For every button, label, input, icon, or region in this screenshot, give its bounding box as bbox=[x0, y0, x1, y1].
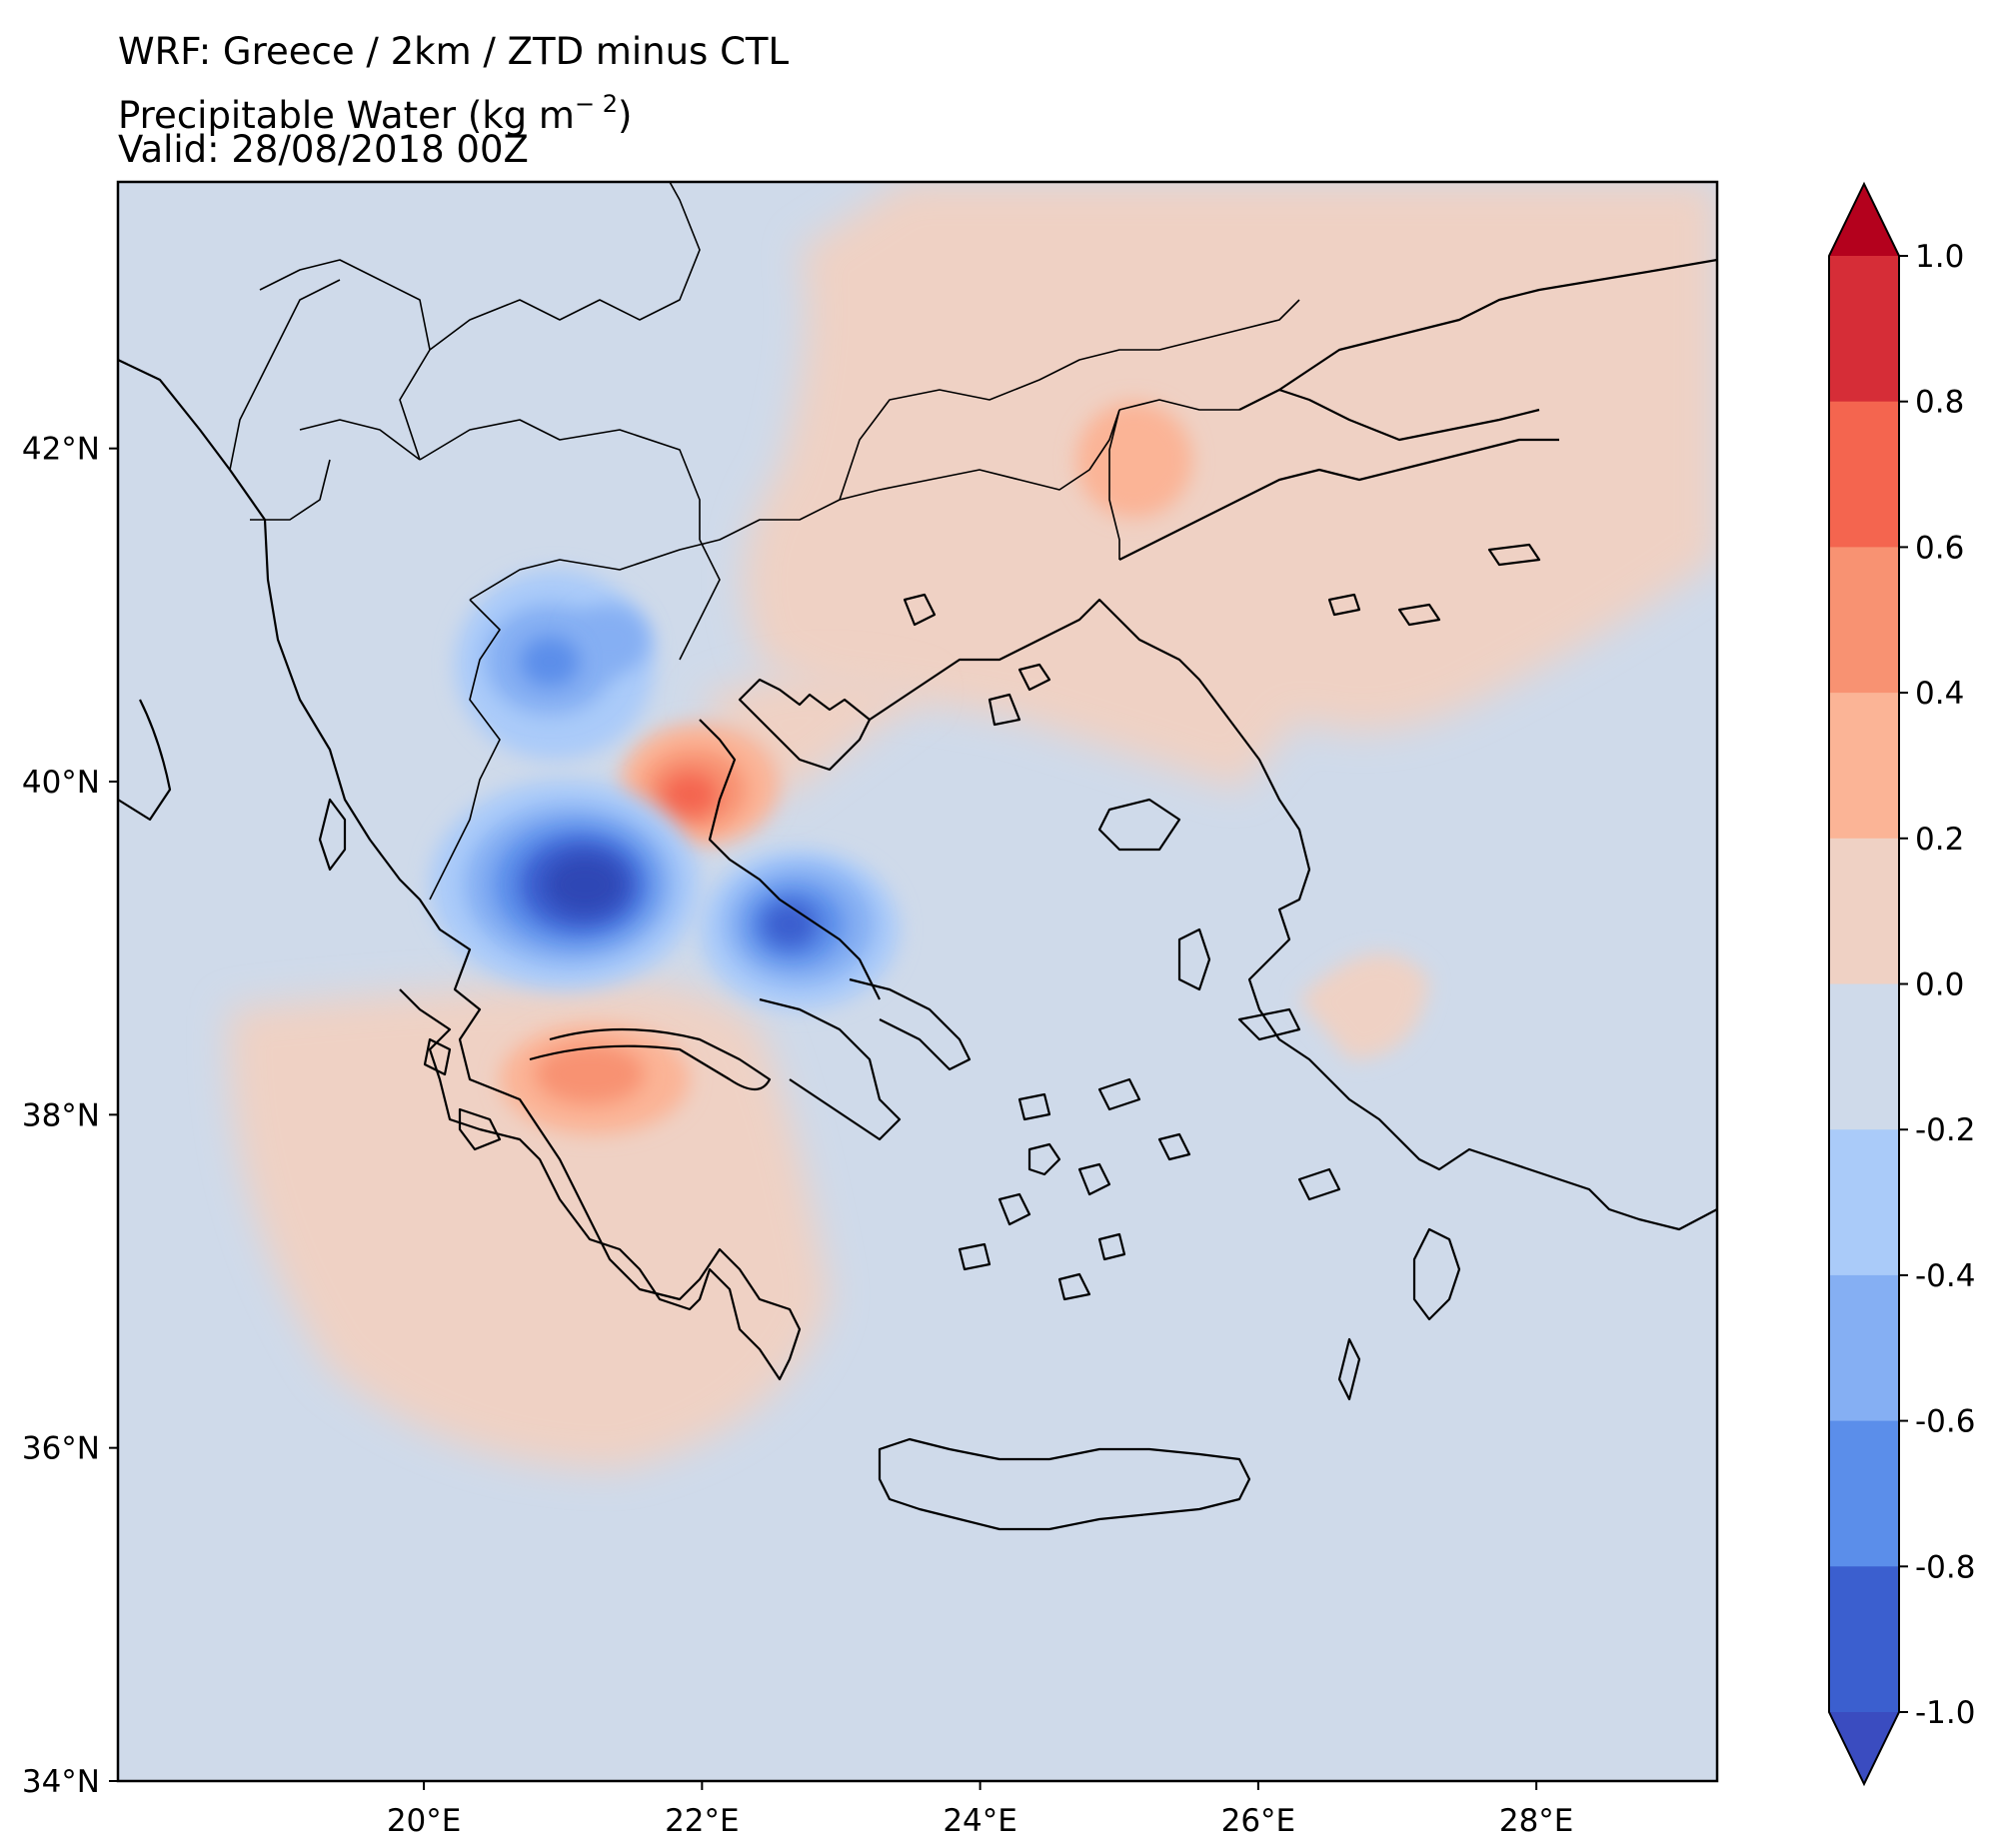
map-title-variable: Precipitable Water (kg m bbox=[118, 94, 575, 137]
colorbar-tick-label: 0.4 bbox=[1915, 676, 1964, 712]
positive-anomaly-peloponnese-core bbox=[535, 1044, 645, 1104]
colorbar: 1.0 0.8 0.6 0.4 0.2 0.0 -0.2 -0.4 -0.6 -0.8 -1.0 bbox=[1828, 181, 1976, 1787]
map-frame bbox=[116, 180, 1719, 1783]
negative-anomaly-north-east bbox=[570, 605, 650, 675]
positive-area-aegean-east bbox=[1299, 953, 1429, 1059]
longitude-ticks: 20°E 22°E 24°E 26°E 28°E bbox=[387, 1781, 1574, 1839]
lon-tick-label: 20°E bbox=[387, 1803, 462, 1839]
map-title-line2: Precipitable Water (kg m− 2) bbox=[118, 82, 632, 138]
lat-tick-label: 36°N bbox=[22, 1431, 100, 1467]
map-title-exponent: − 2 bbox=[574, 90, 618, 118]
colorbar-segment bbox=[1829, 1129, 1899, 1276]
colorbar-under-arrow bbox=[1829, 1712, 1899, 1784]
colorbar-tick-label: -0.8 bbox=[1915, 1549, 1976, 1585]
colorbar-over-arrow bbox=[1829, 184, 1899, 256]
colorbar-segment bbox=[1829, 1566, 1899, 1713]
pw-difference-field bbox=[118, 182, 1717, 1531]
negative-anomaly-west-core bbox=[545, 855, 625, 915]
map-title-line1: WRF: Greece / 2km / ZTD minus CTL bbox=[118, 30, 790, 73]
colorbar-tick-label: 0.0 bbox=[1915, 967, 1964, 1003]
colorbar-segment bbox=[1829, 1420, 1899, 1567]
map-title-close: ) bbox=[618, 94, 633, 137]
colorbar-tick-label: 0.8 bbox=[1915, 385, 1964, 421]
lon-tick-label: 24°E bbox=[943, 1803, 1017, 1839]
colorbar-tick-label: 0.6 bbox=[1915, 530, 1964, 566]
lon-tick-label: 28°E bbox=[1499, 1803, 1574, 1839]
colorbar-segment bbox=[1829, 256, 1899, 403]
lat-tick-label: 40°N bbox=[22, 765, 100, 801]
lat-tick-label: 34°N bbox=[22, 1764, 100, 1800]
lon-tick-label: 22°E bbox=[665, 1803, 740, 1839]
map-panel bbox=[116, 180, 1719, 1783]
positive-anomaly-pieria-core bbox=[662, 773, 718, 817]
coastlines bbox=[118, 258, 1717, 1531]
map-title-valid-time: Valid: 28/08/2018 00Z bbox=[118, 128, 529, 171]
colorbar-segment bbox=[1829, 693, 1899, 840]
negative-anomaly-thessaly-core bbox=[762, 901, 818, 948]
country-borders bbox=[229, 182, 1300, 901]
colorbar-tick-label: -1.0 bbox=[1915, 1695, 1976, 1731]
positive-area-northeast bbox=[744, 182, 1717, 790]
colorbar-segment bbox=[1829, 547, 1899, 694]
colorbar-segment bbox=[1829, 1274, 1899, 1422]
colorbar-segment bbox=[1829, 983, 1899, 1130]
colorbar-tick-label: -0.2 bbox=[1915, 1112, 1976, 1148]
negative-anomaly-north-core bbox=[520, 637, 580, 687]
colorbar-tick-label: -0.4 bbox=[1915, 1258, 1976, 1294]
lon-tick-label: 26°E bbox=[1221, 1803, 1296, 1839]
positive-anomaly-bulgaria bbox=[1076, 402, 1192, 518]
lat-tick-label: 42°N bbox=[22, 432, 100, 468]
positive-area-ionian bbox=[229, 982, 831, 1469]
lat-tick-label: 38°N bbox=[22, 1097, 100, 1133]
colorbar-segment bbox=[1829, 838, 1899, 984]
colorbar-segment bbox=[1829, 401, 1899, 548]
latitude-ticks: 42°N 40°N 38°N 36°N 34°N bbox=[22, 432, 118, 1800]
colorbar-tick-label: 0.2 bbox=[1915, 822, 1964, 858]
colorbar-tick-label: -0.6 bbox=[1915, 1404, 1976, 1440]
colorbar-tick-label: 1.0 bbox=[1915, 239, 1964, 275]
